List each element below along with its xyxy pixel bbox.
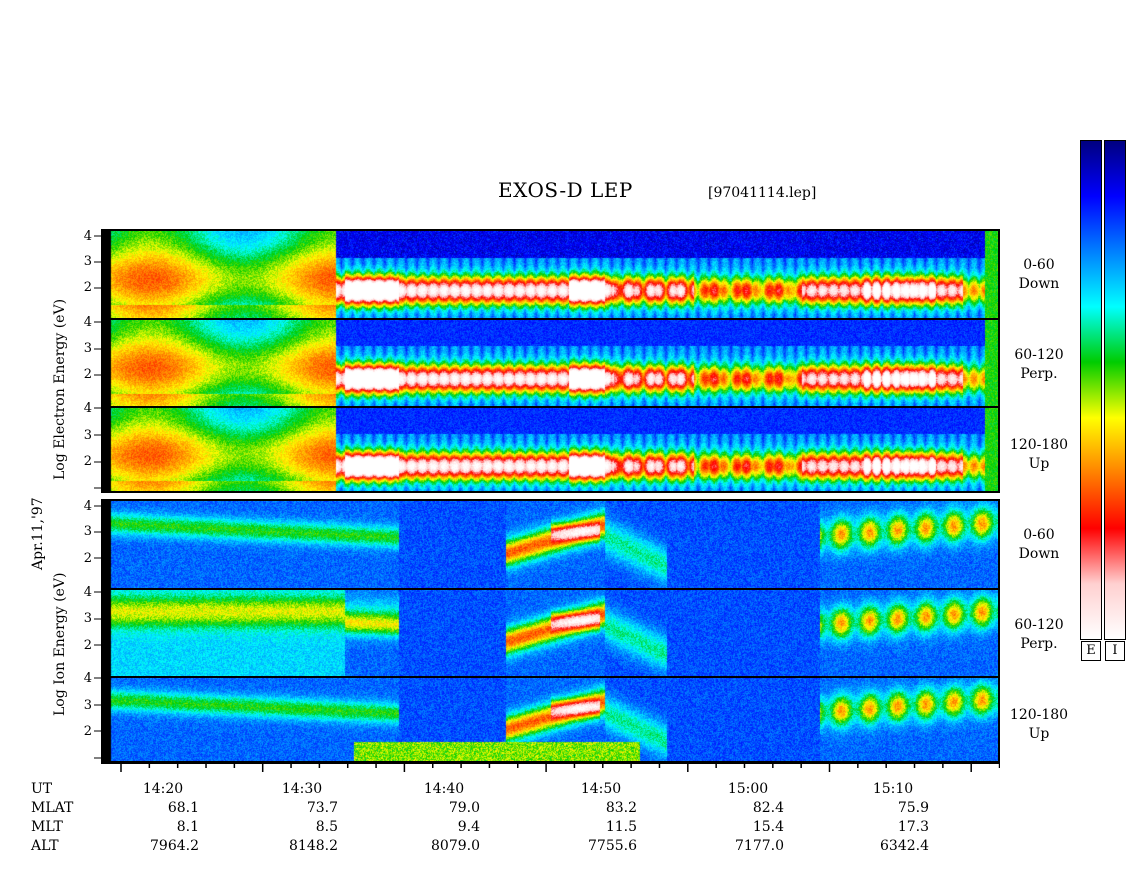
table-column: 14:30 73.7 8.5 8148.2 [252, 780, 352, 856]
ion-panel-perp [103, 590, 998, 676]
table-cell-alt: 7755.6 [588, 838, 637, 854]
row-label-mlt: MLT [31, 819, 63, 835]
y-tick-label: 4 [83, 401, 92, 416]
table-cell-mlt: 11.5 [605, 819, 637, 835]
table-cell-alt: 7964.2 [150, 838, 199, 854]
table-column: 14:50 83.2 11.5 7755.6 [551, 780, 651, 856]
table-cell-mlat: 79.0 [448, 800, 480, 816]
electron-up-label: 120-180 Up [1009, 437, 1069, 472]
table-column: 15:10 75.9 17.3 6342.4 [843, 780, 943, 856]
ion-panel-up [103, 678, 998, 761]
table-column: 14:20 68.1 8.1 7964.2 [113, 780, 213, 856]
y-tick-label: 4 [83, 315, 92, 330]
row-label-alt: ALT [31, 838, 59, 854]
table-cell-alt: 8148.2 [289, 838, 338, 854]
panel-divider [103, 318, 998, 320]
left-axis-ticks [94, 235, 101, 759]
y-tick-label: 2 [83, 724, 92, 739]
table-cell-ut: 15:10 [872, 781, 914, 797]
electron-panel-up [103, 408, 998, 491]
table-cell-mlat: 73.7 [306, 800, 338, 816]
table-cell-alt: 6342.4 [880, 838, 929, 854]
table-cell-alt: 7177.0 [735, 838, 784, 854]
ion-colorbar-label: I [1105, 641, 1125, 661]
electron-colorbar [1080, 140, 1102, 640]
row-label-mlat: MLAT [31, 800, 74, 816]
table-cell-mlat: 75.9 [897, 800, 929, 816]
ion-spectrogram-group [101, 499, 1000, 763]
ion-colorbar [1104, 140, 1126, 640]
ion-perp-label: 60-120 Perp. [1014, 617, 1064, 652]
table-cell-alt: 8079.0 [431, 838, 480, 854]
y-tick-label: 3 [83, 254, 92, 269]
electron-colorbar-label: E [1081, 641, 1101, 661]
table-cell-mlt: 9.4 [457, 819, 480, 835]
table-cell-mlt: 17.3 [897, 819, 929, 835]
table-row-labels: UT MLAT MLT ALT [31, 780, 73, 856]
date-label: Apr.11,'97 [30, 497, 46, 570]
y-tick-label: 3 [83, 341, 92, 356]
electron-y-axis-label: Log Electron Energy (eV) [52, 298, 68, 480]
y-tick-label: 3 [83, 428, 92, 443]
y-tick-label: 4 [83, 229, 92, 244]
y-tick-label: 4 [83, 499, 92, 514]
panel-divider [103, 406, 998, 408]
electron-panel-down [103, 231, 998, 318]
table-cell-mlat: 68.1 [167, 800, 199, 816]
y-tick-label: 2 [83, 638, 92, 653]
y-tick-label: 3 [83, 698, 92, 713]
panel-divider [103, 588, 998, 590]
y-tick-label: 3 [83, 524, 92, 539]
x-axis [101, 762, 1000, 772]
table-column: 15:00 82.4 15.4 7177.0 [698, 780, 798, 856]
table-cell-mlat: 82.4 [752, 800, 784, 816]
table-cell-ut: 15:00 [727, 781, 769, 797]
chart-title: EXOS-D LEP [498, 178, 633, 202]
y-tick-label: 3 [83, 611, 92, 626]
y-tick-label: 4 [83, 585, 92, 600]
y-tick-label: 2 [83, 551, 92, 566]
table-cell-mlt: 8.5 [315, 819, 338, 835]
ion-down-label: 0-60 Down [1018, 527, 1060, 562]
row-label-ut: UT [31, 781, 53, 797]
electron-down-label: 0-60 Down [1018, 257, 1060, 292]
ion-panel-down [103, 501, 998, 588]
table-cell-ut: 14:40 [423, 781, 465, 797]
y-tick-label: 2 [83, 454, 92, 469]
table-cell-mlt: 15.4 [752, 819, 784, 835]
electron-spectrogram-group [101, 229, 1000, 493]
y-tick-label: 2 [83, 367, 92, 382]
ion-up-label: 120-180 Up [1009, 707, 1069, 742]
electron-panel-perp [103, 320, 998, 406]
ion-y-axis-label: Log Ion Energy (eV) [52, 572, 68, 716]
table-cell-mlat: 83.2 [605, 800, 637, 816]
table-cell-mlt: 8.1 [176, 819, 199, 835]
table-cell-ut: 14:30 [281, 781, 323, 797]
y-tick-label: 4 [83, 671, 92, 686]
table-cell-ut: 14:20 [142, 781, 184, 797]
y-tick-label: 2 [83, 280, 92, 295]
panel-divider [103, 676, 998, 678]
table-cell-ut: 14:50 [580, 781, 622, 797]
electron-perp-label: 60-120 Perp. [1014, 347, 1064, 382]
table-column: 14:40 79.0 9.4 8079.0 [394, 780, 494, 856]
file-name: [97041114.lep] [708, 185, 817, 201]
